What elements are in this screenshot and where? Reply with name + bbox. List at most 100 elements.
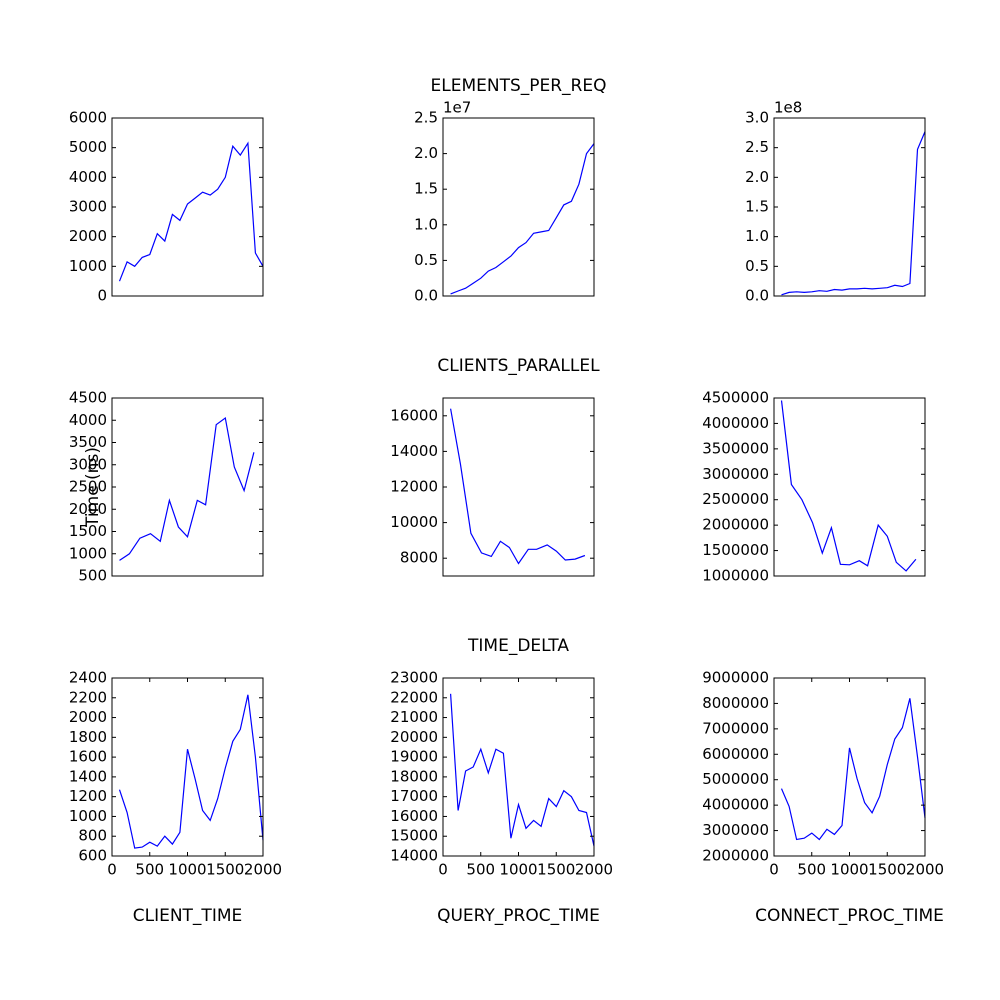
y-tick-label: 1000 [69,544,107,562]
x-tick-label: 0 [438,861,448,879]
y-tick-label: 2.5 [745,138,769,156]
y-tick-label: 2500 [69,478,107,496]
x-tick-label: 500 [797,861,826,879]
y-tick-label: 3000 [69,198,107,216]
y-tick-label: 15000 [390,827,438,845]
y-tick-label: 6000 [69,109,107,127]
y-tick-label: 7000000 [702,719,769,737]
data-line [780,400,917,572]
y-tick-label: 22000 [390,688,438,706]
row-title: ELEMENTS_PER_REQ [431,76,607,96]
y-tick-label: 0.0 [745,287,769,305]
y-tick-label: 4000 [69,411,107,429]
y-tick-label: 2200 [69,688,107,706]
x-axis-label: QUERY_PROC_TIME [437,906,600,926]
y-tick-label: 1000 [69,807,107,825]
y-tick-label: 1400 [69,767,107,785]
axes-frame [442,677,595,857]
y-tick-label: 2000 [69,708,107,726]
y-tick-label: 2.0 [745,168,769,186]
y-tick-label: 3500000 [702,439,769,457]
y-tick-label: 5000000 [702,770,769,788]
y-tick-label: 4000000 [702,796,769,814]
y-tick-label: 1.0 [414,215,438,233]
y-tick-label: 1.5 [414,180,438,198]
y-tick-label: 14000 [390,442,438,460]
y-tick-label: 10000 [390,513,438,531]
axes-frame [773,677,926,857]
y-tick-label: 2000000 [702,516,769,534]
data-line [118,694,264,849]
y-tick-label: 3000000 [702,821,769,839]
x-tick-label: 1000 [830,861,868,879]
y-tick-label: 0.5 [745,257,769,275]
y-tick-label: 20000 [390,728,438,746]
y-tick-label: 8000000 [702,694,769,712]
y-tick-label: 4500 [69,389,107,407]
y-tick-label: 23000 [390,669,438,687]
y-tick-label: 1000000 [702,567,769,585]
y-tick-label: 2000 [69,500,107,518]
axes-frame [773,117,926,297]
data-line [781,131,926,296]
y-tick-label: 12000 [390,478,438,496]
y-tick-label: 16000 [390,807,438,825]
offset-label: 1e7 [443,99,471,117]
y-tick-label: 19000 [390,748,438,766]
y-tick-label: 17000 [390,787,438,805]
x-tick-label: 2000 [244,861,282,879]
y-tick-label: 3.0 [745,109,769,127]
y-tick-label: 1200 [69,787,107,805]
data-line [118,141,264,282]
y-axis-label: Time (ns) [83,447,103,528]
y-tick-label: 1000 [69,257,107,275]
data-line [780,698,926,841]
x-tick-label: 1000 [168,861,206,879]
axes-frame [111,117,264,297]
y-tick-label: 800 [78,827,107,845]
y-tick-label: 0.0 [414,287,438,305]
row-title: CLIENTS_PARALLEL [437,356,600,376]
y-tick-label: 2500000 [702,490,769,508]
axes-frame [442,397,595,577]
x-tick-label: 1500 [537,861,575,879]
y-tick-label: 4000 [69,168,107,186]
y-tick-label: 600 [78,847,107,865]
x-tick-label: 1500 [206,861,244,879]
y-tick-label: 2000000 [702,847,769,865]
y-tick-label: 2400 [69,669,107,687]
y-tick-label: 1500000 [702,541,769,559]
y-tick-label: 4000000 [702,414,769,432]
x-axis-label: CONNECT_PROC_TIME [755,906,944,926]
y-tick-label: 1800 [69,728,107,746]
axes-frame [442,117,595,297]
x-tick-label: 0 [107,861,117,879]
y-tick-label: 500 [78,567,107,585]
y-tick-label: 3000 [69,455,107,473]
x-tick-label: 500 [466,861,495,879]
x-tick-label: 0 [769,861,779,879]
axes-frame [111,397,264,577]
data-line [450,408,586,565]
y-tick-label: 9000000 [702,669,769,687]
y-tick-label: 2000 [69,227,107,245]
x-tick-label: 2000 [906,861,944,879]
y-tick-label: 3000000 [702,465,769,483]
axes-frame [773,397,926,577]
axes-frame [111,677,264,857]
y-tick-label: 2.5 [414,109,438,127]
y-tick-label: 6000000 [702,745,769,763]
x-axis-label: CLIENT_TIME [133,906,243,926]
x-tick-label: 2000 [575,861,613,879]
x-tick-label: 1500 [868,861,906,879]
x-tick-label: 1000 [499,861,537,879]
y-tick-label: 8000 [400,549,438,567]
y-tick-label: 0.5 [414,251,438,269]
y-tick-label: 0 [97,287,107,305]
y-tick-label: 18000 [390,767,438,785]
row-title: TIME_DELTA [467,636,569,656]
y-tick-label: 5000 [69,138,107,156]
y-tick-label: 3500 [69,433,107,451]
y-tick-label: 1500 [69,522,107,540]
